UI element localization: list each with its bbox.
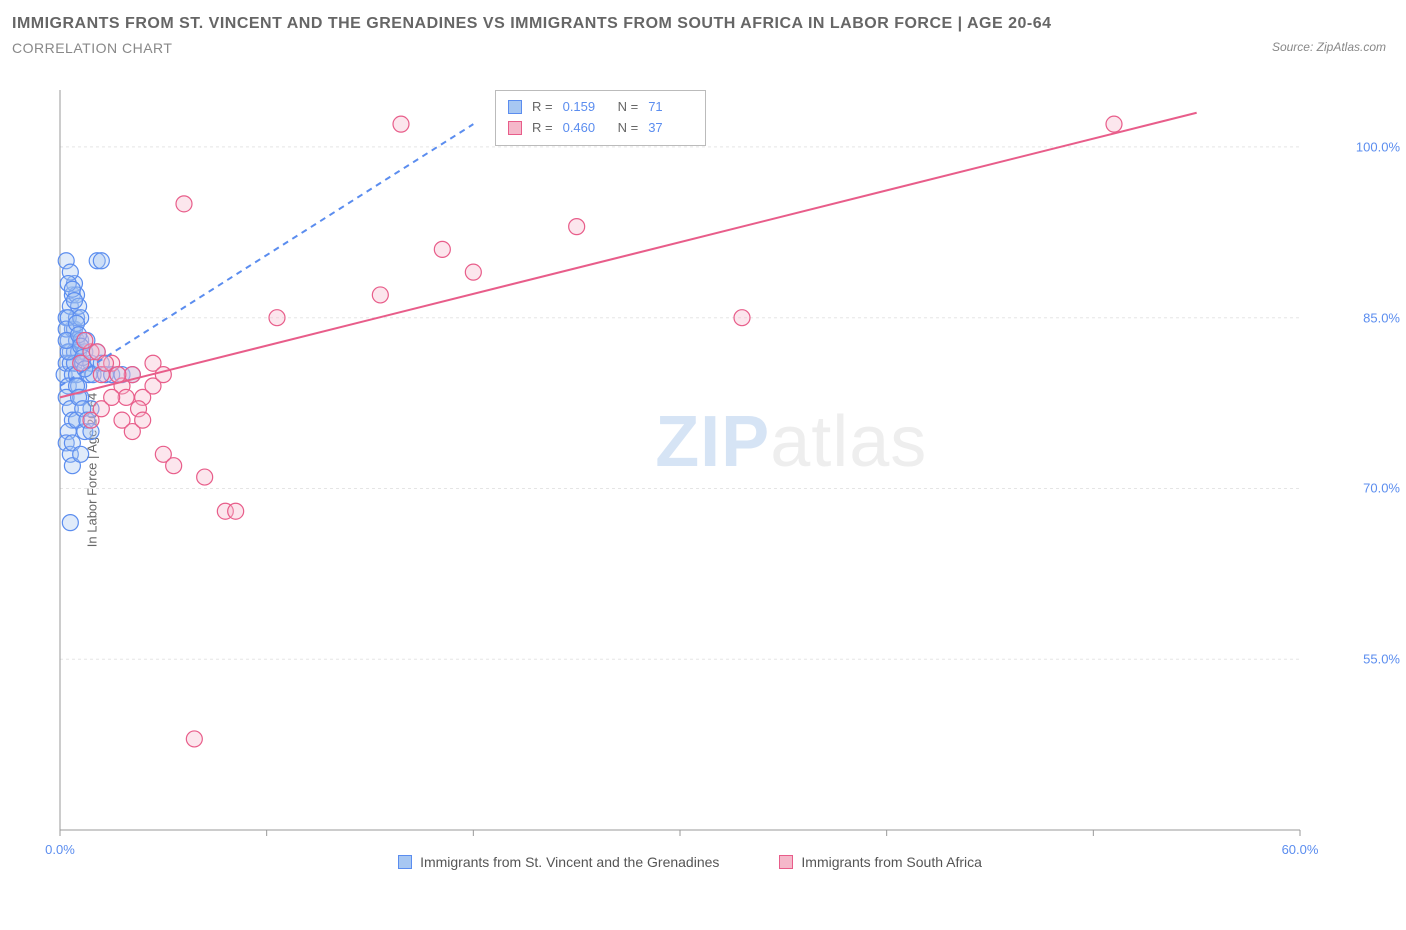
source-attribution: Source: ZipAtlas.com <box>1272 40 1386 54</box>
swatch-series2 <box>508 121 522 135</box>
stat-label-n: N = <box>618 118 639 139</box>
legend-item-series2: Immigrants from South Africa <box>779 854 982 870</box>
stat-r-series1: 0.159 <box>563 97 608 118</box>
stat-n-series1: 71 <box>648 97 693 118</box>
x-tick-label: 0.0% <box>45 842 75 857</box>
stat-label-r: R = <box>532 118 553 139</box>
chart-subtitle: CORRELATION CHART <box>12 40 172 56</box>
stats-row-series1: R = 0.159 N = 71 <box>508 97 693 118</box>
stat-label-n: N = <box>618 97 639 118</box>
legend-item-series1: Immigrants from St. Vincent and the Gren… <box>398 854 719 870</box>
legend-label-series2: Immigrants from South Africa <box>801 854 982 870</box>
correlation-stats-box: R = 0.159 N = 71 R = 0.460 N = 37 <box>495 90 706 146</box>
stat-n-series2: 37 <box>648 118 693 139</box>
y-tick-label: 55.0% <box>1363 652 1400 667</box>
y-tick-label: 100.0% <box>1356 139 1400 154</box>
legend-label-series1: Immigrants from St. Vincent and the Gren… <box>420 854 719 870</box>
swatch-series1 <box>508 100 522 114</box>
stats-row-series2: R = 0.460 N = 37 <box>508 118 693 139</box>
legend-swatch-series1 <box>398 855 412 869</box>
stat-label-r: R = <box>532 97 553 118</box>
x-tick-label: 60.0% <box>1282 842 1319 857</box>
legend-swatch-series2 <box>779 855 793 869</box>
y-tick-label: 70.0% <box>1363 481 1400 496</box>
stat-r-series2: 0.460 <box>563 118 608 139</box>
chart-title: IMMIGRANTS FROM ST. VINCENT AND THE GREN… <box>12 15 1052 33</box>
y-tick-label: 85.0% <box>1363 310 1400 325</box>
scatter-chart <box>40 70 1340 870</box>
chart-container: In Labor Force | Age 20-64 ZIPatlas R = … <box>40 70 1340 870</box>
bottom-legend: Immigrants from St. Vincent and the Gren… <box>40 854 1340 870</box>
